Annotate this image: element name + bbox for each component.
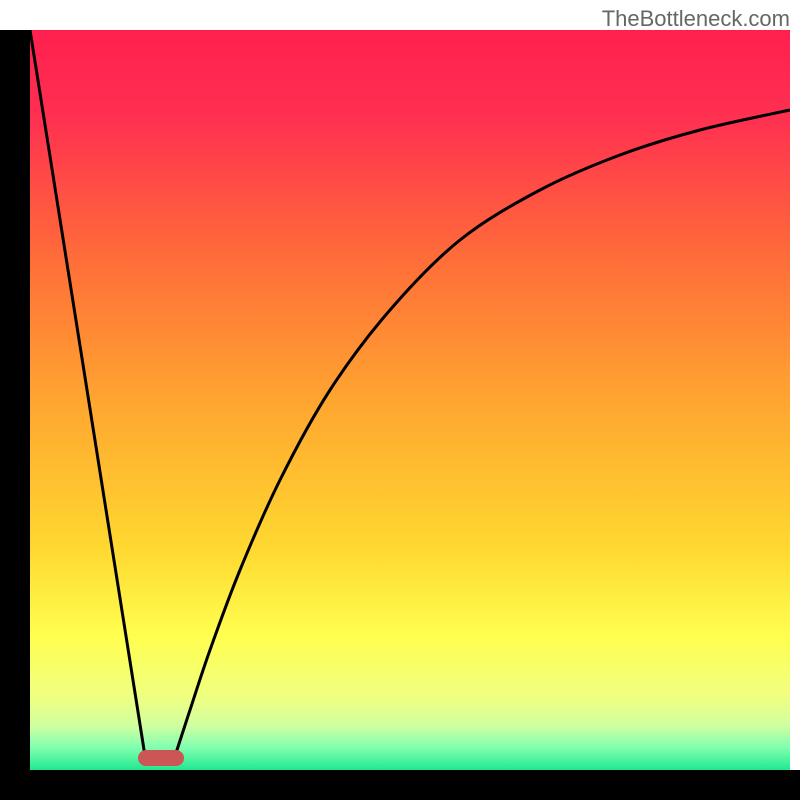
bottleneck-chart: TheBottleneck.com (0, 0, 800, 800)
x-axis (0, 770, 800, 800)
y-axis (0, 30, 30, 770)
watermark-text: TheBottleneck.com (602, 6, 790, 32)
right-asymptotic-curve (175, 110, 790, 756)
plot-area (30, 30, 790, 770)
left-descending-line (30, 30, 145, 756)
bottleneck-curves (30, 30, 790, 770)
valley-marker (138, 750, 184, 766)
